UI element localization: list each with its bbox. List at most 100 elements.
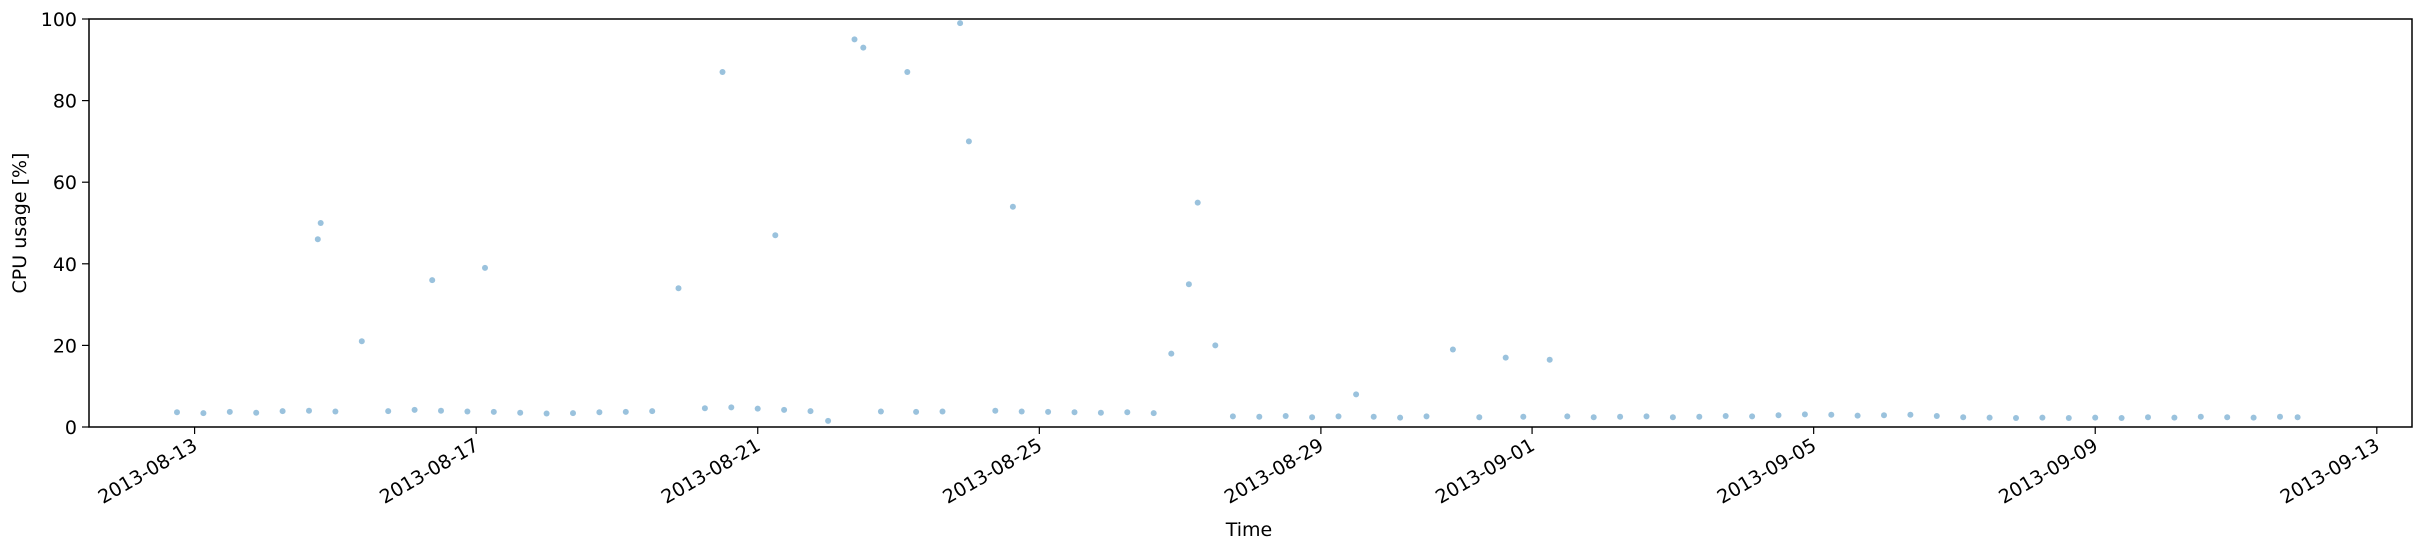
scatter-point	[2294, 414, 2301, 421]
scatter-point	[1150, 410, 1157, 417]
scatter-point	[2171, 414, 2178, 421]
scatter-point	[1124, 409, 1131, 416]
scatter-point	[1801, 411, 1808, 418]
scatter-point	[1370, 413, 1377, 420]
scatter-point	[728, 404, 735, 411]
scatter-point	[719, 69, 726, 75]
scatter-point	[1009, 203, 1016, 210]
scatter-point	[438, 407, 444, 414]
scatter-point	[1449, 346, 1456, 353]
scatter-point	[1194, 199, 1201, 206]
scatter-point	[1018, 408, 1025, 415]
scatter-point	[904, 69, 911, 75]
scatter-point	[649, 408, 656, 415]
scatter-point	[701, 405, 708, 412]
plot-frame	[88, 18, 2413, 428]
scatter-point	[1907, 411, 1914, 418]
scatter-point	[1933, 413, 1940, 419]
scatter-point	[1045, 408, 1052, 415]
y-tick-label: 80	[53, 91, 77, 113]
scatter-point	[174, 409, 180, 416]
scatter-point	[2013, 415, 2019, 421]
scatter-point	[517, 409, 524, 416]
scatter-point	[754, 405, 761, 412]
scatter-point	[1309, 414, 1316, 421]
scatter-point	[1071, 409, 1078, 416]
scatter-point	[2065, 415, 2072, 421]
scatter-point	[1168, 350, 1175, 357]
scatter-point	[1097, 409, 1104, 416]
scatter-point	[675, 285, 682, 292]
scatter-points	[174, 20, 2301, 424]
scatter-point	[358, 338, 365, 345]
scatter-point	[482, 264, 488, 271]
scatter-point	[1854, 412, 1861, 419]
x-tick-label: 2013-09-01	[1432, 434, 1539, 508]
scatter-point	[965, 138, 972, 145]
scatter-point	[1397, 414, 1404, 421]
x-tick-label: 2013-09-09	[1995, 434, 2102, 508]
scatter-point	[1212, 342, 1219, 349]
y-axis: 0 20 40 60 80 100	[41, 9, 89, 439]
scatter-point	[1669, 414, 1676, 421]
scatter-point	[1590, 414, 1597, 421]
scatter-point	[226, 408, 233, 415]
scatter-point	[1828, 411, 1835, 418]
scatter-point	[429, 277, 436, 284]
scatter-point	[825, 417, 832, 424]
scatter-point	[1282, 413, 1289, 419]
scatter-point	[2224, 414, 2231, 421]
scatter-point	[877, 408, 884, 415]
scatter-point	[1546, 356, 1553, 363]
scatter-point	[913, 408, 920, 415]
scatter-point	[1520, 413, 1527, 420]
scatter-point	[622, 408, 629, 415]
y-axis-label: CPU usage [%]	[9, 153, 31, 294]
scatter-point	[490, 408, 497, 415]
scatter-point	[2092, 414, 2099, 421]
scatter-point	[596, 409, 603, 416]
x-axis-label: Time	[1225, 519, 1273, 541]
scatter-point	[860, 44, 867, 51]
scatter-point	[1564, 413, 1571, 420]
scatter-point	[317, 220, 324, 226]
scatter-point	[314, 236, 321, 243]
scatter-point	[807, 408, 814, 415]
scatter-point	[2145, 414, 2151, 421]
scatter-point	[2277, 413, 2283, 420]
x-tick-label: 2013-08-29	[1221, 434, 1328, 508]
scatter-point	[1502, 354, 1509, 361]
scatter-point	[306, 407, 312, 414]
scatter-point	[543, 410, 550, 417]
y-tick-label: 100	[41, 9, 77, 31]
scatter-point	[2250, 414, 2257, 421]
scatter-point	[1696, 413, 1703, 420]
scatter-point	[279, 408, 286, 415]
y-tick-label: 40	[53, 254, 77, 276]
scatter-point	[1256, 413, 1263, 420]
scatter-point	[992, 407, 999, 414]
scatter-point	[1335, 413, 1342, 420]
scatter-point	[772, 232, 779, 239]
scatter-point	[253, 409, 260, 416]
y-tick-label: 60	[53, 172, 77, 194]
scatter-point	[1617, 413, 1624, 420]
scatter-point	[385, 408, 392, 415]
scatter-point	[1185, 281, 1192, 288]
scatter-point	[1722, 413, 1729, 419]
scatter-point	[1229, 413, 1236, 420]
y-tick-label: 20	[53, 335, 77, 357]
scatter-point	[939, 408, 946, 415]
x-tick-label: 2013-09-13	[2277, 434, 2384, 508]
x-tick-label: 2013-09-05	[1714, 434, 1821, 508]
scatter-point	[1476, 414, 1483, 421]
scatter-point	[1881, 412, 1887, 419]
scatter-point	[2039, 414, 2046, 421]
scatter-point	[332, 408, 339, 415]
x-axis: 2013-08-13 2013-08-17 2013-08-21 2013-08-25…	[94, 427, 2383, 509]
scatter-point	[851, 36, 858, 43]
scatter-point	[2197, 413, 2204, 420]
scatter-point	[1749, 413, 1756, 420]
scatter-point	[1643, 413, 1650, 420]
